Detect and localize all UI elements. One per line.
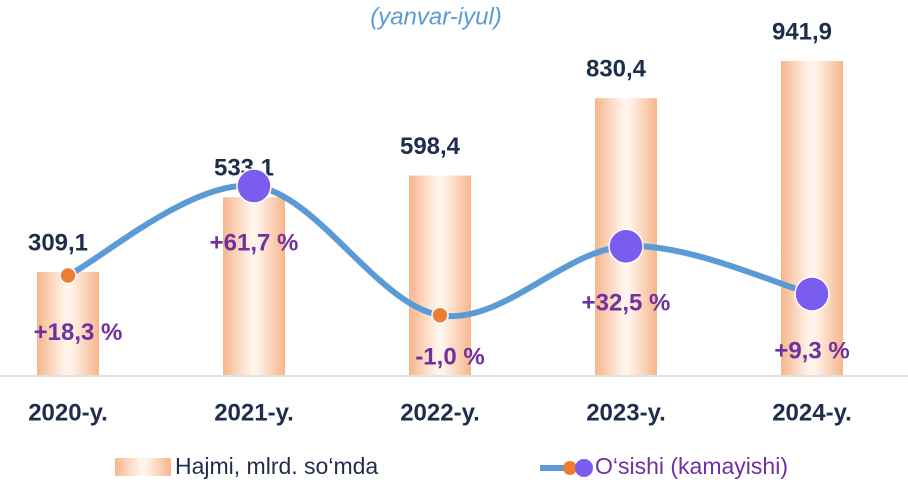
- line-point: [608, 228, 644, 264]
- x-tick-label: 2021-y.: [214, 399, 294, 426]
- percent-label: +61,7 %: [210, 229, 299, 256]
- legend-label: O‘sishi (kamayishi): [595, 453, 788, 479]
- value-label: 598,4: [400, 133, 461, 160]
- percent-label: +9,3 %: [774, 337, 849, 364]
- x-tick-label: 2024-y.: [772, 399, 852, 426]
- percent-label: +18,3 %: [34, 319, 123, 346]
- legend-dot: [563, 461, 577, 475]
- line-point: [431, 306, 449, 324]
- line-point: [794, 276, 830, 312]
- line-point: [236, 168, 272, 204]
- percent-label: +32,5 %: [582, 290, 671, 317]
- x-tick-label: 2020-y.: [28, 399, 108, 426]
- chart-subtitle: (yanvar-iyul): [370, 3, 502, 30]
- value-label: 309,1: [28, 229, 88, 256]
- bar: [409, 175, 471, 375]
- line-point: [59, 266, 77, 285]
- bar: [37, 271, 99, 375]
- bar: [223, 197, 285, 375]
- legend-dot: [575, 459, 593, 477]
- percent-label: -1,0 %: [415, 343, 484, 370]
- x-tick-label: 2022-y.: [400, 399, 480, 426]
- bar: [781, 61, 843, 376]
- value-label: 941,9: [772, 18, 832, 45]
- x-tick-label: 2023-y.: [586, 399, 666, 426]
- legend-swatch: [115, 458, 171, 476]
- legend-label: Hajmi, mlrd. so‘mda: [175, 453, 378, 479]
- value-label: 830,4: [586, 56, 647, 83]
